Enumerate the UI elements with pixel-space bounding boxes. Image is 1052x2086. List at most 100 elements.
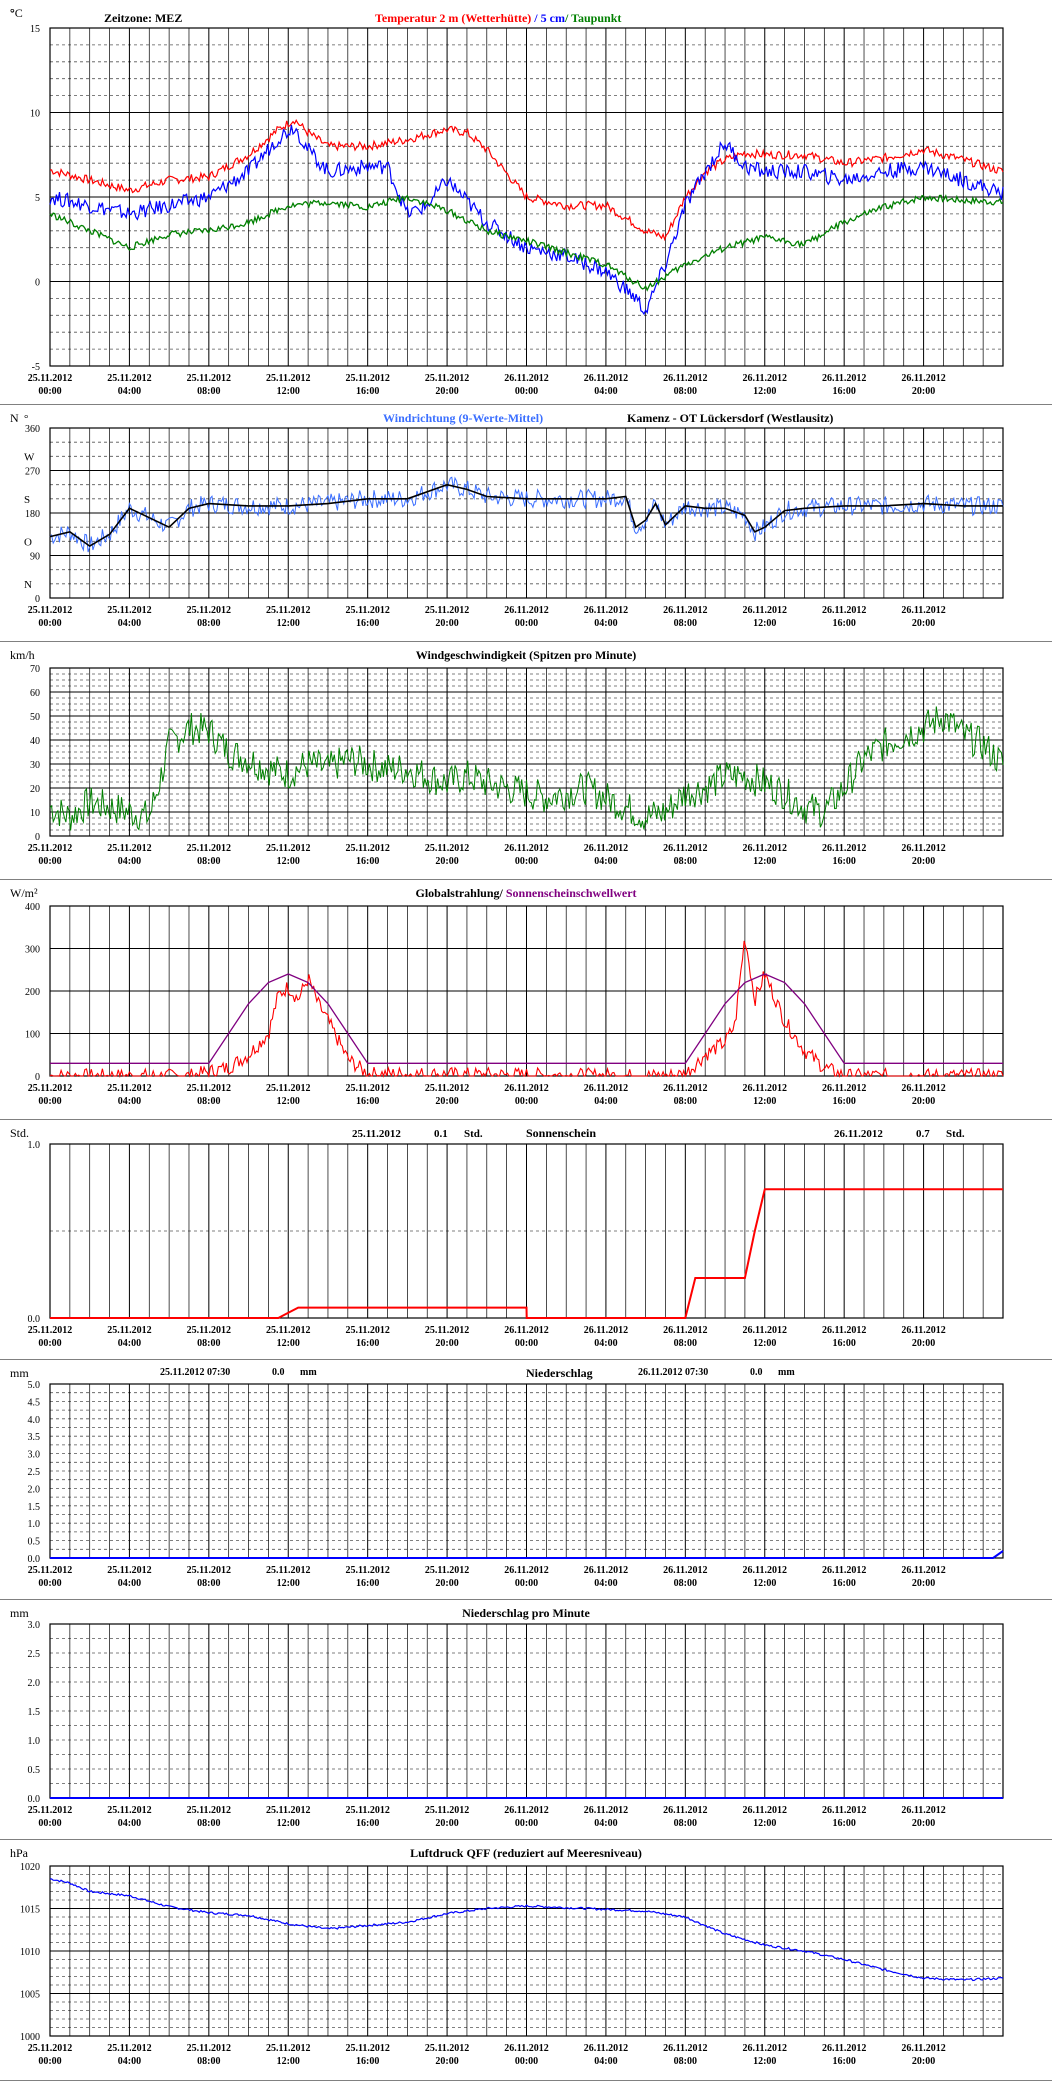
- x-tick-date: 26.11.2012: [822, 373, 866, 384]
- x-tick-date: 25.11.2012: [107, 1805, 151, 1816]
- series-windgeschwindigkeit: [49, 706, 1004, 831]
- x-tick-time: 08:00: [674, 2056, 697, 2067]
- y-tick-label: 3.5: [28, 1432, 41, 1443]
- x-tick-date: 25.11.2012: [266, 843, 310, 854]
- x-tick-date: 25.11.2012: [266, 1083, 310, 1094]
- x-tick-time: 00:00: [515, 856, 538, 867]
- series-temperatur-2-m-wetterh-tte-: [49, 118, 1004, 242]
- chart-title: Niederschlag: [526, 1366, 593, 1380]
- x-tick-date: 26.11.2012: [822, 1325, 866, 1336]
- daily-total-unit: mm: [300, 1367, 317, 1378]
- daily-total: 26.11.2012 07:30 0.0 mm: [638, 1367, 795, 1378]
- unit-label: °C: [10, 6, 23, 20]
- x-tick-time: 20:00: [435, 386, 458, 397]
- x-tick-time: 04:00: [594, 856, 617, 867]
- x-tick-time: 04:00: [594, 2056, 617, 2067]
- daily-total: 26.11.2012 0.7 Std.: [834, 1128, 965, 1140]
- x-tick-date: 25.11.2012: [187, 2043, 231, 2054]
- x-tick-date: 25.11.2012: [187, 605, 231, 616]
- x-tick-date: 25.11.2012: [107, 1565, 151, 1576]
- x-tick-date: 25.11.2012: [266, 373, 310, 384]
- x-tick-label: 25.11.2012 08:00: [187, 1083, 231, 1107]
- y-tick-label: 1.0: [28, 1140, 41, 1151]
- x-tick-time: 04:00: [118, 1818, 141, 1829]
- x-tick-label: 26.11.2012 20:00: [901, 1325, 945, 1349]
- x-tick-label: 26.11.2012 16:00: [822, 1565, 866, 1589]
- x-tick-label: 26.11.2012 08:00: [663, 1565, 707, 1589]
- x-tick-time: 00:00: [38, 2056, 61, 2067]
- x-tick-label: 26.11.2012 04:00: [584, 2043, 628, 2067]
- compass-label: W: [24, 452, 35, 464]
- daily-total-value: 0.7: [916, 1128, 930, 1140]
- x-tick-date: 26.11.2012: [743, 843, 787, 854]
- x-tick-time: 20:00: [435, 856, 458, 867]
- x-tick-label: 25.11.2012 04:00: [107, 1083, 151, 1107]
- x-tick-label: 26.11.2012 12:00: [743, 2043, 787, 2067]
- y-tick-label: 300: [25, 945, 40, 956]
- x-tick-date: 26.11.2012: [901, 1565, 945, 1576]
- x-tick-label: 26.11.2012 00:00: [504, 373, 548, 397]
- y-tick-label: 0.0: [28, 1794, 41, 1805]
- x-tick-time: 04:00: [594, 1096, 617, 1107]
- x-tick-label: 26.11.2012 20:00: [901, 1805, 945, 1829]
- x-tick-label: 25.11.2012 08:00: [187, 373, 231, 397]
- y-tick-label: 180: [25, 509, 40, 520]
- x-tick-label: 26.11.2012 16:00: [822, 373, 866, 397]
- x-tick-date: 26.11.2012: [743, 1565, 787, 1576]
- x-tick-time: 20:00: [912, 856, 935, 867]
- y-tick-label: 1020: [20, 1862, 40, 1873]
- x-tick-label: 26.11.2012 08:00: [663, 1083, 707, 1107]
- x-tick-time: 12:00: [753, 1096, 776, 1107]
- x-tick-date: 25.11.2012: [187, 1083, 231, 1094]
- x-tick-date: 25.11.2012: [345, 1805, 389, 1816]
- daily-total-value: 0.1: [434, 1128, 448, 1140]
- x-tick-date: 25.11.2012: [187, 843, 231, 854]
- x-tick-date: 26.11.2012: [584, 1565, 628, 1576]
- daily-total-date: 25.11.2012 07:30: [160, 1367, 230, 1378]
- y-tick-label: 400: [25, 902, 40, 913]
- x-tick-time: 00:00: [515, 2056, 538, 2067]
- x-tick-time: 00:00: [515, 1578, 538, 1589]
- x-tick-date: 25.11.2012: [345, 373, 389, 384]
- y-tick-label: 2.5: [28, 1649, 41, 1660]
- y-tick-label: -5: [32, 362, 40, 373]
- x-tick-date: 26.11.2012: [663, 1083, 707, 1094]
- unit-label: mm: [10, 1606, 29, 1620]
- x-tick-time: 04:00: [118, 386, 141, 397]
- x-tick-date: 26.11.2012: [822, 605, 866, 616]
- x-tick-time: 20:00: [912, 386, 935, 397]
- x-tick-time: 04:00: [594, 386, 617, 397]
- x-tick-date: 25.11.2012: [425, 1565, 469, 1576]
- x-tick-date: 25.11.2012: [28, 843, 72, 854]
- series-5-cm: [49, 124, 1004, 316]
- x-tick-label: 25.11.2012 00:00: [28, 1083, 72, 1107]
- x-tick-label: 26.11.2012 20:00: [901, 1565, 945, 1589]
- y-tick-label: 200: [25, 987, 40, 998]
- x-tick-time: 08:00: [197, 1096, 220, 1107]
- x-tick-date: 26.11.2012: [901, 373, 945, 384]
- x-tick-time: 00:00: [38, 618, 61, 629]
- x-tick-date: 25.11.2012: [266, 1325, 310, 1336]
- y-tick-label: 1000: [20, 2032, 40, 2043]
- x-tick-date: 26.11.2012: [822, 1805, 866, 1816]
- y-tick-label: 0.0: [28, 1314, 41, 1325]
- x-tick-date: 26.11.2012: [822, 1083, 866, 1094]
- daily-total-unit: Std.: [464, 1128, 483, 1140]
- x-tick-time: 04:00: [594, 1338, 617, 1349]
- x-tick-label: 25.11.2012 16:00: [345, 2043, 389, 2067]
- x-tick-time: 00:00: [515, 1818, 538, 1829]
- chart-title: Temperatur 2 m (Wetterhütte) / 5 cm/ Tau…: [375, 11, 621, 25]
- x-tick-label: 26.11.2012 16:00: [822, 1083, 866, 1107]
- x-tick-time: 20:00: [435, 2056, 458, 2067]
- x-tick-date: 25.11.2012: [187, 1565, 231, 1576]
- x-tick-time: 16:00: [356, 1096, 379, 1107]
- x-tick-date: 25.11.2012: [107, 843, 151, 854]
- x-tick-time: 16:00: [356, 1338, 379, 1349]
- compass-label: O: [24, 537, 32, 549]
- x-tick-label: 26.11.2012 04:00: [584, 1325, 628, 1349]
- series-niederschlag: [50, 1550, 1004, 1559]
- x-tick-date: 25.11.2012: [345, 1083, 389, 1094]
- x-tick-time: 12:00: [277, 618, 300, 629]
- x-tick-time: 04:00: [118, 618, 141, 629]
